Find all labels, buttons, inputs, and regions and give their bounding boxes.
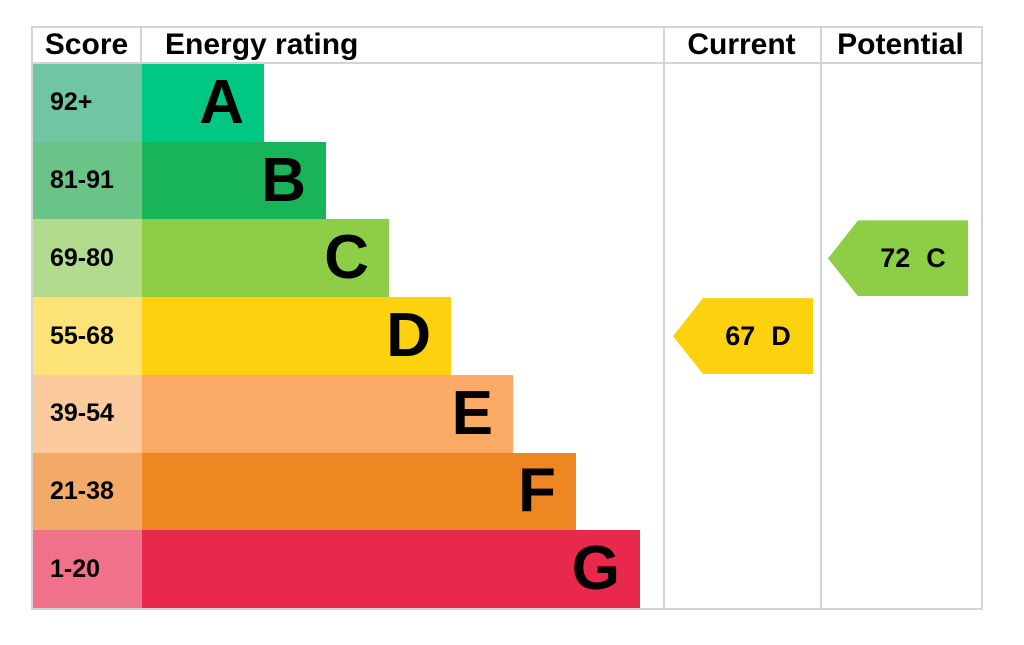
band-row-e: 39-54 E [33,374,981,453]
band-row-b: 81-91 B [33,141,981,220]
score-range-g: 1-20 [33,530,142,609]
band-letter-c: C [324,223,369,293]
energy-band-bar-f: F [142,452,576,531]
energy-band-bar-g: G [142,530,640,609]
band-letter-a: A [199,67,244,137]
score-range-b: 81-91 [33,141,142,220]
score-range-e: 39-54 [33,374,142,453]
band-row-f: 21-38 F [33,452,981,531]
current-rating-score: 67 [725,320,756,351]
band-letter-f: F [518,456,556,526]
score-range-f: 21-38 [33,452,142,531]
score-range-c: 69-80 [33,219,142,298]
potential-rating-score: 72 [880,242,911,273]
score-column-header: Score [33,28,142,62]
potential-column-divider [820,28,822,608]
score-range-a: 92+ [33,64,142,142]
band-row-d: 55-68 D [33,297,981,375]
potential-rating-arrow: 72 C [828,220,968,297]
current-column-header: Current [687,28,796,61]
potential-column-header: Potential [837,28,964,61]
band-rows: 92+ A 81-91 B 69-80 C 55-68 D 39-54 E 21-38 F 1-20 G [33,64,981,609]
energy-rating-column-header: Energy rating [165,28,359,61]
band-row-c: 69-80 C [33,219,981,298]
energy-band-bar-d: D [142,297,451,375]
current-rating-arrow: 67 D [673,298,813,375]
epc-rating-chart: Score Energy rating Current Potential 92… [31,26,983,610]
potential-rating-band-letter: C [926,242,946,273]
current-rating-band-letter: D [771,320,791,351]
band-letter-b: B [261,145,306,215]
band-letter-d: D [386,301,431,371]
energy-band-bar-b: B [142,141,326,220]
band-letter-g: G [571,534,620,604]
energy-band-bar-e: E [142,374,513,453]
band-letter-e: E [451,378,493,448]
chart-header-row: Score Energy rating Current Potential [33,28,981,64]
score-range-d: 55-68 [33,297,142,375]
band-row-a: 92+ A [33,64,981,142]
energy-band-bar-c: C [142,219,389,298]
current-column-divider [663,28,665,608]
energy-band-bar-a: A [142,64,264,142]
band-row-g: 1-20 G [33,530,981,609]
